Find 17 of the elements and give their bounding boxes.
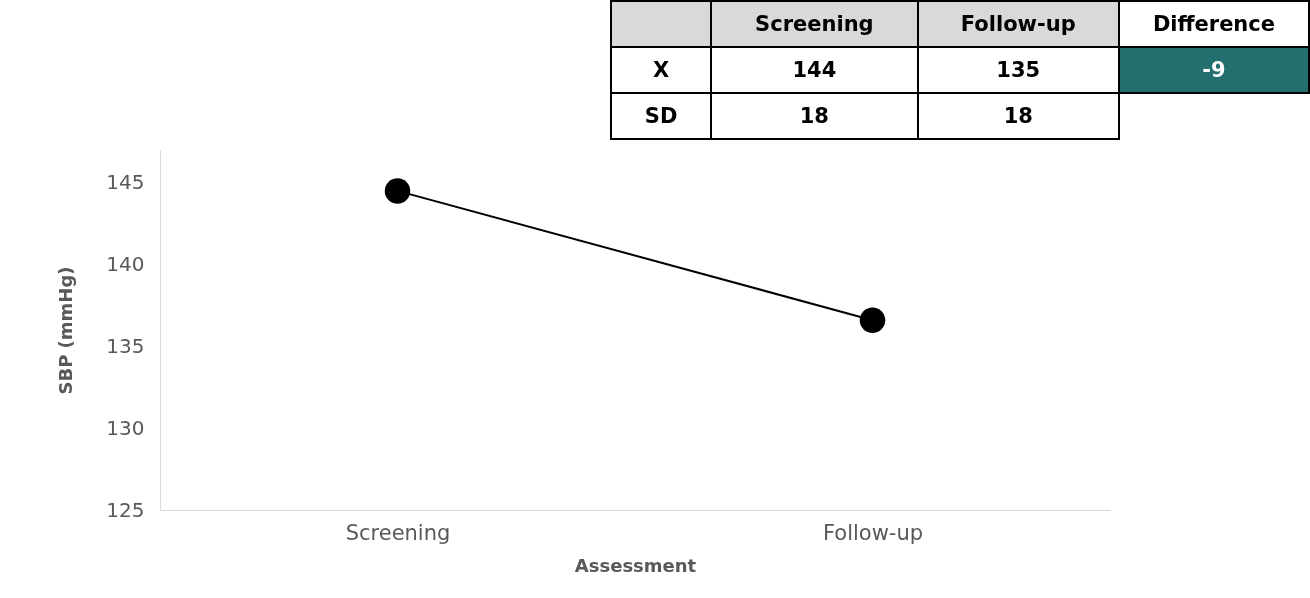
category-label: Screening: [711, 1, 918, 47]
y-tick-label: 125: [106, 497, 145, 522]
y-tick-label: 140: [106, 252, 145, 277]
y-axis-title: SBP (mmHg): [55, 266, 77, 395]
text: 144: [792, 58, 837, 82]
y-tick-label: 145: [106, 170, 145, 195]
text: -9: [1202, 58, 1226, 82]
text: 135: [996, 58, 1041, 82]
text: 18: [799, 104, 829, 128]
y-tick-label: 130: [106, 415, 145, 440]
category-label: SD: [644, 104, 678, 128]
text: 18: [1003, 104, 1033, 128]
category-label: Difference: [1118, 1, 1309, 47]
x-axis-title: Assessment: [574, 554, 697, 576]
category-label: X: [652, 58, 670, 82]
category-label: Follow-up: [917, 1, 1119, 47]
y-tick-label: 135: [106, 333, 145, 358]
